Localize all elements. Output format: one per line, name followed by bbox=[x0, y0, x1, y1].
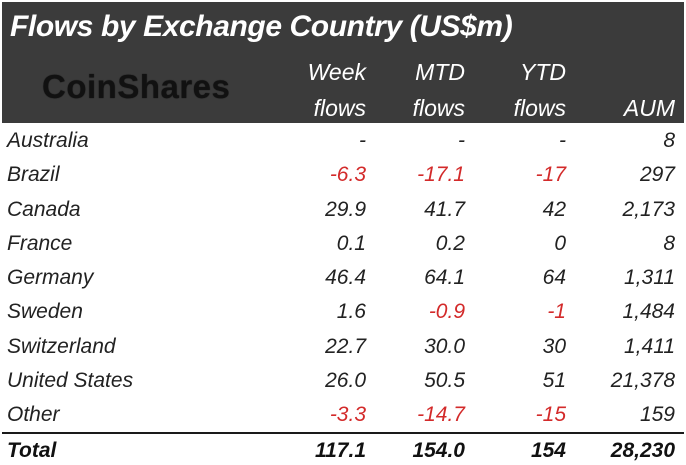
mtd-flow-cell: - bbox=[458, 129, 465, 152]
country-cell: Sweden bbox=[7, 300, 83, 324]
total-aum-cell: 28,230 bbox=[610, 439, 675, 462]
week-flow-cell: 0.1 bbox=[336, 231, 366, 255]
header-week-line1: Week bbox=[307, 59, 366, 85]
country-cell: Brazil bbox=[7, 163, 60, 187]
total-mtd-cell: 154.0 bbox=[412, 439, 465, 462]
table-row: Canada 29.9 41.7 42 2,173 bbox=[2, 192, 684, 226]
mtd-flow-cell: 41.7 bbox=[424, 197, 465, 221]
table-row: Germany 46.4 64.1 64 1,311 bbox=[2, 260, 684, 294]
table-row: Switzerland 22.7 30.0 30 1,411 bbox=[2, 329, 684, 363]
aum-cell: 297 bbox=[639, 163, 675, 187]
country-cell: Switzerland bbox=[7, 334, 116, 358]
total-label: Total bbox=[7, 439, 57, 462]
ytd-flow-cell: -15 bbox=[535, 403, 566, 427]
aum-cell: 8 bbox=[663, 129, 675, 152]
table-row: United States 26.0 50.5 51 21,378 bbox=[2, 363, 684, 397]
ytd-flow-cell: 51 bbox=[542, 369, 566, 393]
table-body: Australia - - - 8 Brazil -6.3 -17.1 -17 … bbox=[2, 123, 684, 432]
mtd-flow-cell: -14.7 bbox=[417, 403, 465, 427]
ytd-flow-cell: 0 bbox=[554, 231, 566, 255]
mtd-flow-cell: 0.2 bbox=[435, 231, 465, 255]
total-row: Total 117.1 154.0 154 28,230 bbox=[2, 434, 684, 464]
header-aum: AUM bbox=[577, 90, 675, 126]
aum-cell: 8 bbox=[663, 231, 675, 255]
ytd-flow-cell: 42 bbox=[542, 197, 566, 221]
column-header: CoinShares Week flows MTD flows YTD flow… bbox=[2, 54, 684, 123]
ytd-flow-cell: 64 bbox=[542, 266, 566, 290]
week-flow-cell: 46.4 bbox=[325, 266, 366, 290]
header-aum-label: AUM bbox=[623, 95, 675, 121]
total-divider bbox=[2, 432, 684, 434]
country-cell: France bbox=[7, 231, 73, 255]
country-cell: Canada bbox=[7, 197, 81, 221]
country-cell: Australia bbox=[7, 129, 89, 152]
total-ytd-cell: 154 bbox=[530, 439, 566, 462]
week-flow-cell: 26.0 bbox=[325, 369, 366, 393]
ytd-flow-cell: 30 bbox=[542, 334, 566, 358]
coinshares-logo: CoinShares bbox=[42, 68, 231, 105]
week-flow-cell: 22.7 bbox=[325, 334, 366, 358]
table-row: Other -3.3 -14.7 -15 159 bbox=[2, 397, 684, 431]
table-row: France 0.1 0.2 0 8 bbox=[2, 226, 684, 260]
country-cell: United States bbox=[7, 369, 134, 393]
aum-cell: 2,173 bbox=[622, 197, 675, 221]
total-week-cell: 117.1 bbox=[315, 439, 366, 462]
header-mtd-line1: MTD bbox=[415, 59, 465, 85]
aum-cell: 159 bbox=[639, 403, 675, 427]
mtd-flow-cell: -17.1 bbox=[417, 163, 465, 187]
ytd-flow-cell: -17 bbox=[535, 163, 566, 187]
header-ytd-line1: YTD bbox=[520, 59, 566, 85]
week-flow-cell: -6.3 bbox=[329, 163, 366, 187]
ytd-flow-cell: -1 bbox=[547, 300, 566, 324]
header-ytd-line2: flows bbox=[513, 95, 566, 121]
aum-cell: 1,484 bbox=[622, 300, 675, 324]
table-title: Flows by Exchange Country (US$m) bbox=[10, 10, 513, 43]
title-bar: Flows by Exchange Country (US$m) bbox=[2, 2, 684, 54]
aum-cell: 1,311 bbox=[624, 266, 675, 290]
header-week-flows: Week flows bbox=[280, 54, 366, 126]
country-cell: Other bbox=[7, 403, 60, 427]
aum-cell: 1,411 bbox=[624, 334, 675, 358]
mtd-flow-cell: 50.5 bbox=[424, 369, 465, 393]
week-flow-cell: -3.3 bbox=[329, 403, 366, 427]
header-week-line2: flows bbox=[313, 95, 366, 121]
week-flow-cell: 29.9 bbox=[325, 197, 366, 221]
country-cell: Germany bbox=[7, 266, 94, 290]
table-row: Sweden 1.6 -0.9 -1 1,484 bbox=[2, 294, 684, 328]
mtd-flow-cell: -0.9 bbox=[428, 300, 465, 324]
mtd-flow-cell: 30.0 bbox=[424, 334, 465, 358]
table-row: Australia - - - 8 bbox=[2, 123, 684, 157]
table-row: Brazil -6.3 -17.1 -17 297 bbox=[2, 157, 684, 191]
header-ytd-flows: YTD flows bbox=[480, 54, 566, 126]
header-mtd-line2: flows bbox=[412, 95, 465, 121]
aum-cell: 21,378 bbox=[610, 369, 675, 393]
week-flow-cell: - bbox=[359, 129, 366, 152]
ytd-flow-cell: - bbox=[559, 129, 566, 152]
week-flow-cell: 1.6 bbox=[336, 300, 366, 324]
mtd-flow-cell: 64.1 bbox=[424, 266, 465, 290]
header-mtd-flows: MTD flows bbox=[377, 54, 465, 126]
